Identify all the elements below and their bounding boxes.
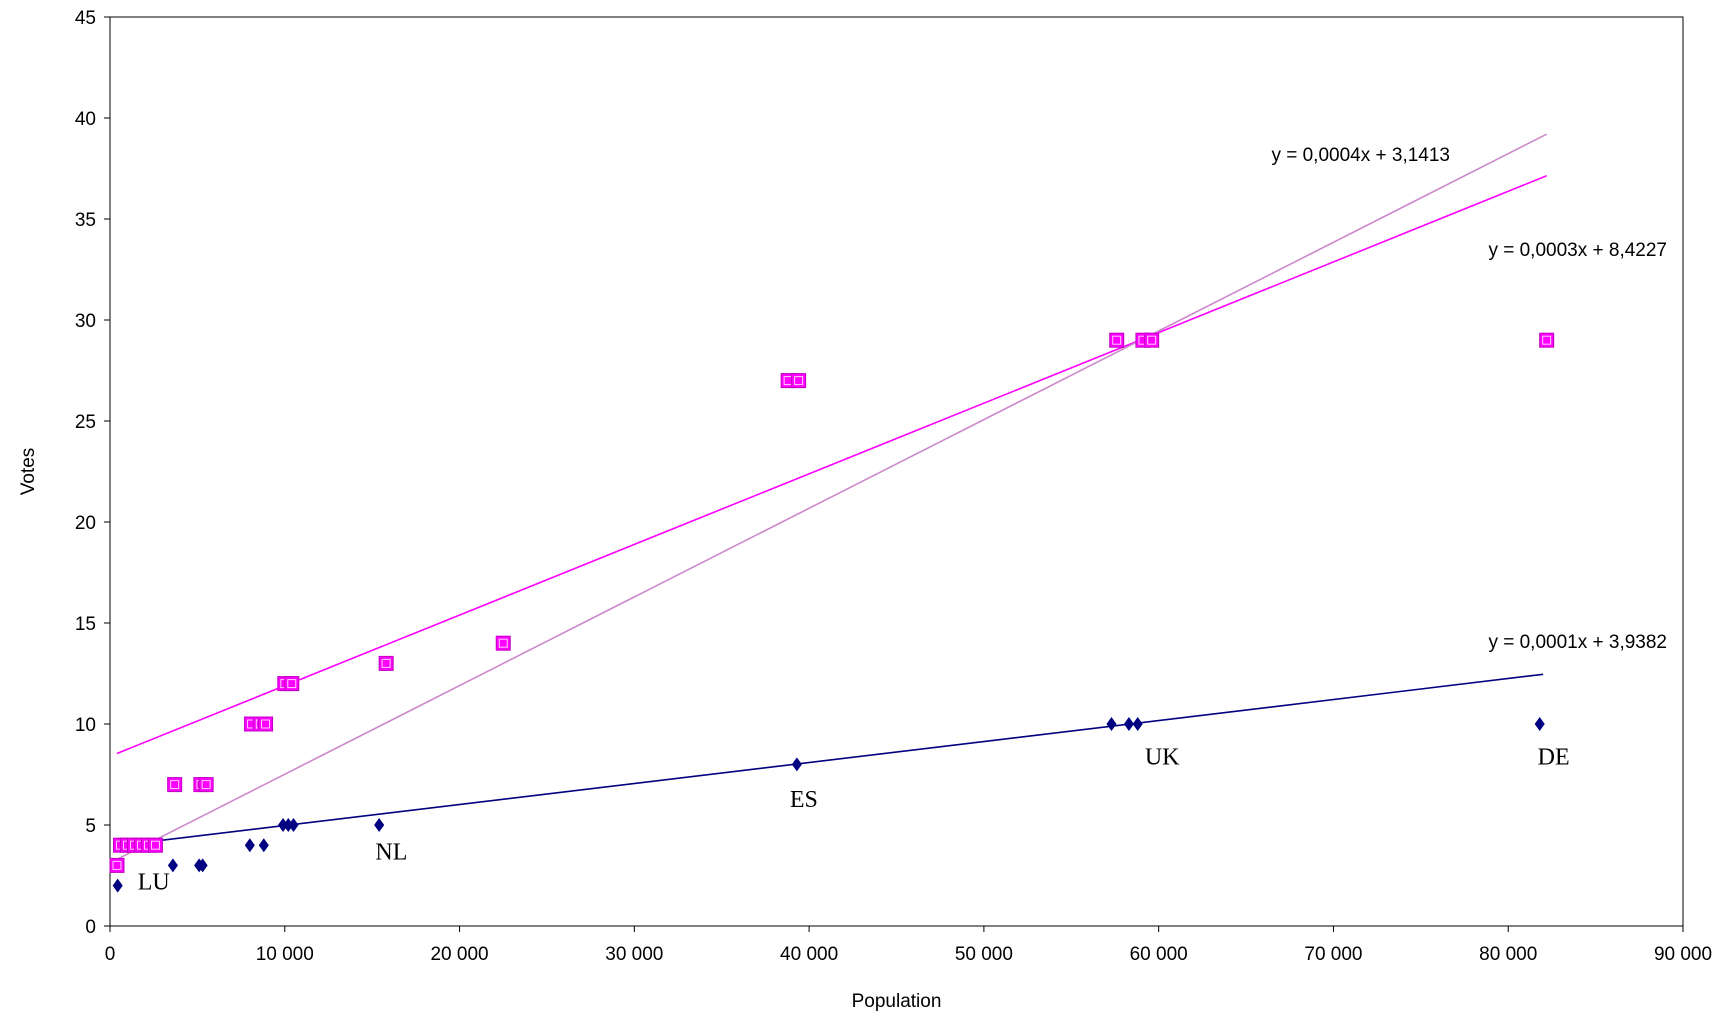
y-tick-label: 10 <box>75 715 96 736</box>
data-point-square-inner <box>381 658 391 668</box>
data-point-diamond <box>112 878 123 893</box>
y-tick-label: 0 <box>85 917 96 938</box>
data-point-square <box>495 635 511 651</box>
data-point-diamond <box>283 818 294 832</box>
data-points <box>109 332 1555 893</box>
trendline <box>116 133 1548 861</box>
y-tick-label: 30 <box>75 311 96 332</box>
data-point-square <box>1539 332 1555 348</box>
x-axis-title: Population <box>852 991 942 1012</box>
data-point-square <box>378 655 394 671</box>
data-point-square <box>258 716 274 732</box>
trendline-equation: y = 0,0001x + 3,9382 <box>1488 632 1667 653</box>
y-tick-label: 15 <box>75 614 96 635</box>
country-label: DE <box>1538 744 1570 770</box>
data-point-square-inner <box>794 376 804 386</box>
data-point-square-inner <box>150 840 160 850</box>
data-point-square-inner <box>1147 335 1157 345</box>
x-tick-label: 50 000 <box>955 944 1013 965</box>
chart-labels: y = 0,0001x + 3,9382 y = 0,0003x + 8,4227… <box>138 145 1667 896</box>
axes: 0 5 10 15 20 25 30 35 40 45 0 10 000 20 000 30 000 40 … <box>18 8 1712 1012</box>
data-point-square <box>167 777 183 793</box>
data-point-square-inner <box>201 780 211 790</box>
trendline-equation: y = 0,0003x + 8,4227 <box>1488 240 1667 261</box>
x-tick-label: 20 000 <box>430 944 488 965</box>
data-point-diamond <box>197 858 208 873</box>
data-point-square-inner <box>1542 335 1552 345</box>
y-axis-title: Votes <box>18 448 39 496</box>
y-tick-label: 45 <box>75 8 96 29</box>
plot-area-frame <box>109 16 1684 927</box>
x-tick-label: 60 000 <box>1130 944 1188 965</box>
data-point-square-inner <box>1112 335 1122 345</box>
country-label: UK <box>1145 744 1180 770</box>
data-point-square-inner <box>287 679 297 689</box>
data-point-diamond <box>791 757 802 772</box>
data-point-diamond <box>1534 717 1545 731</box>
x-tick-label: 80 000 <box>1479 944 1537 965</box>
data-point-square-inner <box>170 780 180 790</box>
data-point-square <box>198 777 214 793</box>
x-tick-label: 0 <box>105 944 116 965</box>
data-point-diamond <box>277 818 289 832</box>
data-point-square <box>147 837 163 853</box>
y-tick-label: 40 <box>75 109 96 130</box>
data-point-square-inner <box>498 638 508 648</box>
x-tick-label: 10 000 <box>256 944 314 965</box>
data-point-diamond <box>1132 717 1143 731</box>
x-tick-label: 30 000 <box>605 944 663 965</box>
x-tick-label: 70 000 <box>1304 944 1362 965</box>
trendline-equation: y = 0,0004x + 3,1413 <box>1271 145 1450 166</box>
data-point-diamond <box>1106 717 1117 731</box>
data-point-diamond <box>244 838 255 853</box>
country-label: LU <box>138 870 170 896</box>
data-point-diamond <box>258 838 269 853</box>
data-point-square <box>284 676 300 692</box>
data-point-square-inner <box>112 860 122 870</box>
data-point-square <box>109 857 125 873</box>
country-label: NL <box>375 839 407 865</box>
data-point-diamond <box>1123 717 1134 731</box>
trendlines <box>116 133 1548 861</box>
country-label: ES <box>790 787 818 813</box>
y-tick-label: 35 <box>75 210 96 231</box>
data-point-square <box>1109 332 1125 348</box>
data-point-square <box>1144 332 1160 348</box>
y-tick-label: 20 <box>75 513 96 534</box>
x-tick-label: 90 000 <box>1654 944 1712 965</box>
data-point-diamond <box>167 858 178 873</box>
y-tick-label: 25 <box>75 412 96 433</box>
x-tick-label: 40 000 <box>780 944 838 965</box>
trendline <box>117 673 1544 847</box>
data-point-diamond <box>288 818 299 832</box>
y-tick-label: 5 <box>85 816 96 837</box>
data-point-square-inner <box>261 719 271 729</box>
data-point-diamond <box>374 818 385 832</box>
data-point-square <box>791 373 807 389</box>
trendline <box>116 175 1547 755</box>
